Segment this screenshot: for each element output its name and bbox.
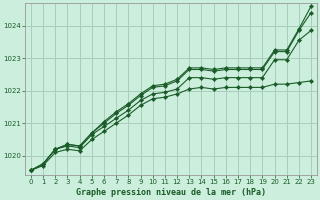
X-axis label: Graphe pression niveau de la mer (hPa): Graphe pression niveau de la mer (hPa) (76, 188, 266, 197)
